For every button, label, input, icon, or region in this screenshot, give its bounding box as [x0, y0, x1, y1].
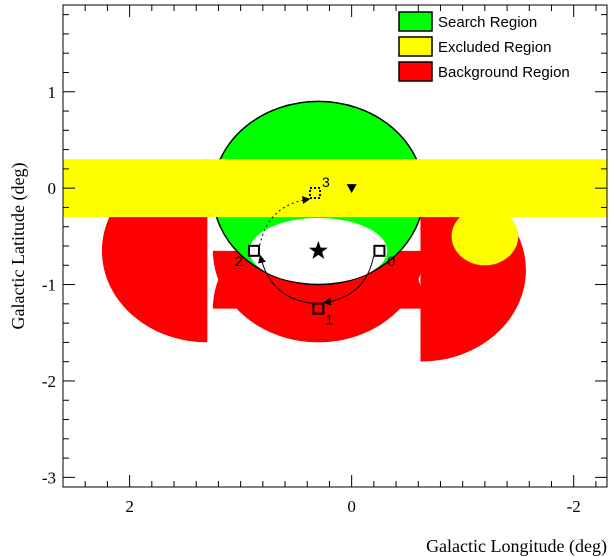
path-arrow — [259, 196, 311, 246]
source-star-marker — [308, 240, 328, 259]
observation-marker — [373, 244, 386, 257]
legend-label: Background Region — [438, 64, 570, 81]
legend: Search Region Excluded Region Background R… — [398, 11, 570, 82]
y-tick-label: -2 — [42, 372, 56, 391]
legend-label: Excluded Region — [438, 39, 551, 56]
excluded-band — [63, 159, 607, 218]
observation-label: 2 — [235, 253, 243, 269]
observation-label: 1 — [325, 312, 333, 328]
observation-marker — [309, 186, 322, 199]
path-arrow — [258, 254, 313, 304]
path-arrow — [322, 256, 375, 306]
reference-triangle-marker — [346, 184, 357, 194]
x-tick-label: 0 — [347, 497, 356, 516]
excluded-disk — [451, 207, 519, 266]
y-tick-label: 1 — [48, 83, 57, 102]
observation-label: 0 — [387, 253, 395, 269]
observation-marker — [247, 244, 260, 257]
legend-swatch — [398, 36, 433, 57]
x-tick-label: 2 — [125, 497, 134, 516]
y-tick-label: 0 — [48, 179, 57, 198]
observation-label: 3 — [322, 174, 330, 190]
legend-label: Search Region — [438, 14, 537, 31]
legend-swatch — [398, 61, 433, 82]
y-tick-label: -1 — [42, 276, 56, 295]
x-axis-title: Galactic Longitude (deg) — [426, 536, 607, 556]
legend-swatch — [398, 11, 433, 32]
y-axis-title: Galactic Latitude (deg) — [8, 163, 29, 330]
y-tick-label: -3 — [42, 468, 56, 487]
observation-marker — [312, 302, 325, 315]
x-tick-label: -2 — [567, 497, 581, 516]
